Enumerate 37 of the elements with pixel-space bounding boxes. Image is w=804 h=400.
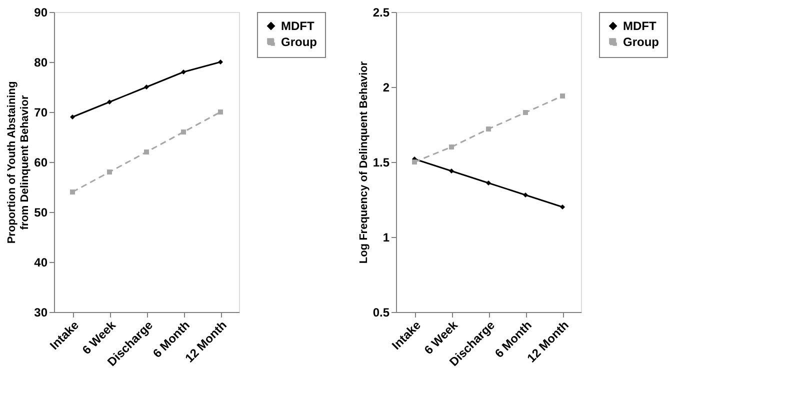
point (144, 150, 149, 154)
point (449, 144, 454, 150)
point (560, 204, 565, 210)
y-tick-label: 30 (34, 306, 48, 320)
y-tick-label: 50 (34, 206, 48, 220)
y-tick-label: 90 (34, 6, 48, 20)
y-tick-label: 0.5 (372, 306, 390, 320)
legend-label: Group (281, 35, 317, 49)
point (107, 170, 112, 174)
point (107, 100, 112, 104)
point (70, 114, 75, 120)
point (181, 70, 186, 74)
point (560, 94, 565, 98)
point (486, 180, 491, 186)
point (144, 84, 149, 90)
y-tick-label: 1 (382, 230, 390, 244)
point (218, 110, 223, 114)
point (412, 160, 417, 164)
legend-label: MDFT (281, 19, 315, 33)
legend-label: MDFT (623, 19, 657, 33)
y-tick-label: 70 (34, 106, 48, 120)
legend-label: Group (623, 35, 659, 49)
y-tick-label: 40 (34, 256, 48, 270)
y-tick-label: 2.5 (372, 6, 390, 20)
y-axis-title: Log Frequency of Delinquent Behavior (358, 60, 370, 264)
y-tick-label: 60 (34, 156, 48, 170)
point (486, 126, 491, 132)
y-tick-label: 1.5 (372, 156, 390, 170)
point (523, 192, 528, 198)
point (70, 190, 75, 194)
y-axis-title: Proportion of Youth Abstaining from Delinquent Behavior (6, 81, 32, 244)
point (218, 60, 223, 64)
y-tick-label: 2 (382, 80, 390, 94)
y-tick-label: 80 (34, 56, 48, 70)
point (181, 130, 186, 134)
point (523, 110, 528, 115)
point (449, 168, 454, 174)
